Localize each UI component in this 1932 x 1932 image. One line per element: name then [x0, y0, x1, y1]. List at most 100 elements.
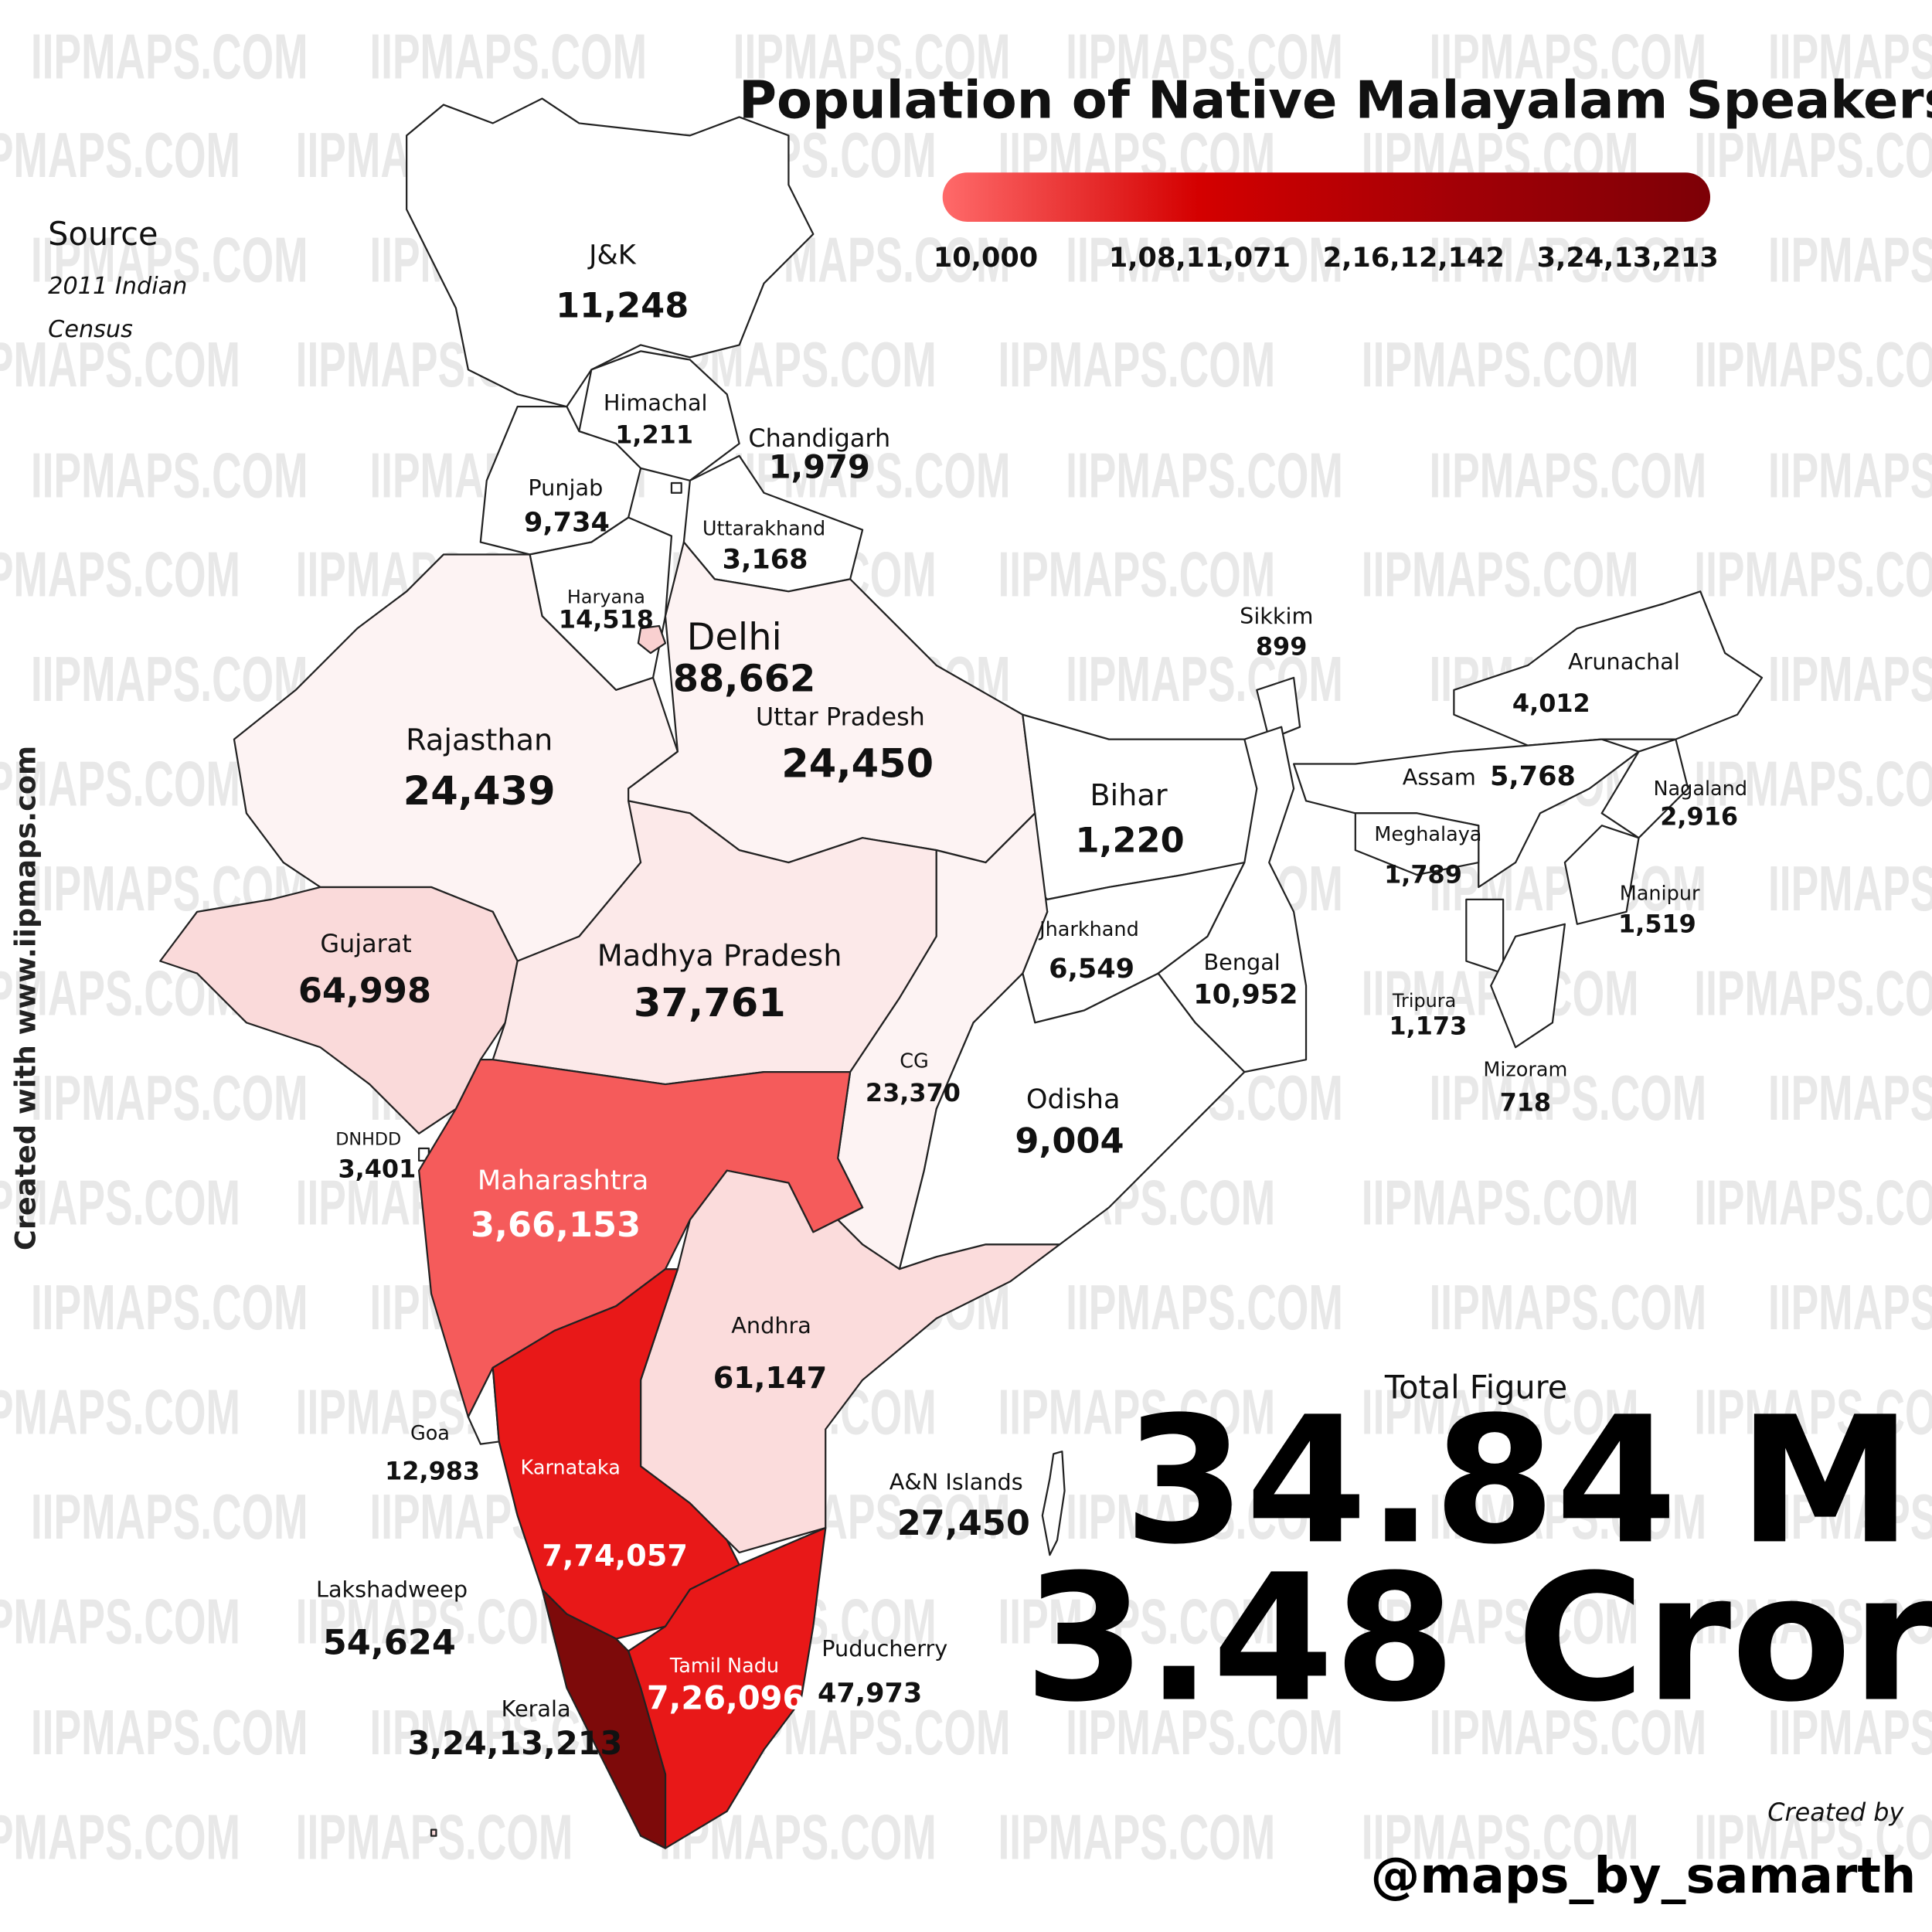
region-value: 27,450	[897, 1503, 1030, 1543]
region	[1465, 898, 1505, 975]
watermark: IIPMAPS.COM	[0, 1801, 240, 1873]
region-value: 1,519	[1618, 909, 1696, 938]
region-value: 23,370	[866, 1078, 961, 1107]
watermark: IIPMAPS.COM	[31, 1696, 308, 1768]
legend-tick-label: 3,24,13,213	[1537, 242, 1719, 274]
region-name: Madhya Pradesh	[597, 938, 842, 973]
watermark: IIPMAPS.COM	[1694, 957, 1932, 1029]
region	[1600, 738, 1689, 839]
region-name: Gujarat	[320, 929, 411, 958]
watermark: IIPMAPS.COM	[296, 1801, 573, 1873]
region-name: Himachal	[604, 389, 708, 416]
watermark: IIPMAPS.COM	[369, 21, 647, 93]
watermark: IIPMAPS.COM	[1768, 1696, 1932, 1768]
region-name: Haryana	[567, 586, 645, 607]
handle: @maps_by_samarth	[1371, 1848, 1917, 1905]
region-value: 3,401	[338, 1155, 416, 1184]
region-value: 3,24,13,213	[408, 1725, 623, 1762]
region	[637, 624, 667, 655]
region	[1292, 738, 1640, 889]
region-value: 7,74,057	[542, 1539, 688, 1573]
source-heading: Source	[48, 216, 158, 253]
watermark: IIPMAPS.COM	[1066, 1696, 1343, 1768]
watermark: IIPMAPS.COM	[1694, 1376, 1932, 1447]
watermark: IIPMAPS.COM	[1066, 1271, 1343, 1343]
region-name: Uttar Pradesh	[756, 702, 925, 732]
watermark: IIPMAPS.COM	[1768, 224, 1932, 296]
regions	[159, 97, 1764, 1849]
watermark: IIPMAPS.COM	[0, 1585, 240, 1657]
region	[492, 1268, 740, 1640]
watermark: IIPMAPS.COM	[1066, 1481, 1343, 1553]
region-name: Karnataka	[521, 1457, 621, 1480]
total-millions: 34.84 M	[1124, 1379, 1912, 1583]
region	[406, 97, 815, 408]
region	[159, 886, 519, 1134]
side-credit: Created with www.iipmaps.com	[9, 746, 43, 1250]
region-value: 1,220	[1075, 821, 1184, 861]
region-value: 11,248	[556, 286, 689, 326]
watermark: IIPMAPS.COM	[31, 1271, 308, 1343]
watermark: IIPMAPS.COM	[1429, 1271, 1706, 1343]
region-value: 3,66,153	[471, 1205, 641, 1245]
watermark: IIPMAPS.COM	[1768, 1062, 1932, 1134]
region-name: Odisha	[1026, 1083, 1121, 1115]
legend-tick-label: 2,16,12,142	[1323, 242, 1505, 274]
watermark: IIPMAPS.COM	[31, 224, 308, 296]
region-name: Mizoram	[1483, 1059, 1567, 1082]
watermark: IIPMAPS.COM	[1768, 852, 1932, 924]
region-value: 4,012	[1512, 689, 1590, 718]
region-name: Andhra	[731, 1312, 811, 1338]
watermark: IIPMAPS.COM	[998, 1801, 1275, 1873]
watermark: IIPMAPS.COM	[1694, 1585, 1932, 1657]
region-name: Uttarakhand	[702, 518, 825, 541]
region-name: Puducherry	[821, 1635, 947, 1662]
watermark: IIPMAPS.COM	[296, 1585, 573, 1657]
region	[430, 1828, 437, 1837]
watermark: IIPMAPS.COM	[1694, 328, 1932, 400]
watermark: IIPMAPS.COM	[0, 538, 240, 610]
region-value: 9,004	[1015, 1121, 1124, 1162]
region	[1041, 1451, 1066, 1556]
region-value: 9,734	[524, 507, 610, 539]
region-value: 37,761	[634, 981, 786, 1026]
region	[1256, 676, 1301, 740]
watermark: IIPMAPS.COM	[733, 21, 1011, 93]
region-value: 5,768	[1490, 760, 1576, 792]
region	[1354, 812, 1480, 876]
region-name: Jharkhand	[1038, 918, 1139, 941]
region-name: Bengal	[1204, 949, 1281, 975]
region-name: J&K	[587, 240, 637, 271]
watermark: IIPMAPS.COM	[0, 1166, 240, 1238]
region-name: Kerala	[502, 1696, 571, 1722]
region-value: 24,450	[781, 742, 934, 787]
total-heading: Total Figure	[1384, 1369, 1567, 1406]
watermark: IIPMAPS.COM	[1066, 21, 1343, 93]
title: Population of Native Malayalam Speakers	[739, 70, 1932, 130]
watermark: IIPMAPS.COM	[1694, 1166, 1932, 1238]
region-value: 47,973	[818, 1677, 922, 1709]
region	[670, 481, 682, 494]
region-name: Delhi	[687, 616, 782, 658]
legend-tick-label: 10,000	[934, 242, 1038, 274]
region-name: Maharashtra	[478, 1165, 649, 1196]
watermark: IIPMAPS.COM	[998, 538, 1275, 610]
watermark: IIPMAPS.COM	[1362, 1166, 1639, 1238]
watermark: IIPMAPS.COM	[998, 328, 1275, 400]
watermark: IIPMAPS.COM	[1768, 440, 1932, 512]
watermark: IIPMAPS.COM	[31, 21, 308, 93]
region-name: Lakshadweep	[316, 1576, 468, 1602]
region	[1490, 923, 1566, 1049]
watermark: IIPMAPS.COM	[1694, 1801, 1932, 1873]
region-value: 718	[1500, 1088, 1552, 1117]
watermark: IIPMAPS.COM	[1429, 1062, 1706, 1134]
region-name: Sikkim	[1240, 603, 1313, 629]
source-line: Census	[48, 316, 133, 343]
watermark: IIPMAPS.COM	[1768, 21, 1932, 93]
region-value: 61,147	[713, 1361, 828, 1396]
region	[1563, 825, 1640, 925]
region-value: 24,439	[403, 769, 556, 815]
region	[541, 1588, 667, 1849]
